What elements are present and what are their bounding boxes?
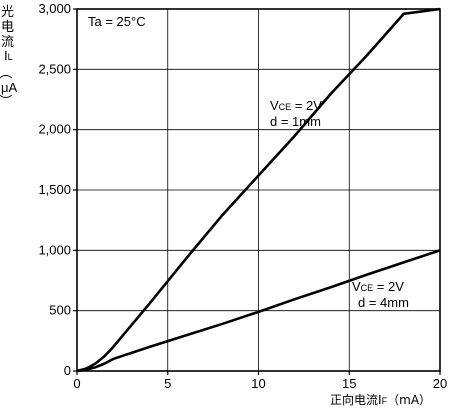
y-tick-label: 2,000 [38,122,71,137]
x-label-subscript: F [382,396,388,406]
svg-text:VCE = 2V: VCE = 2V [270,98,322,113]
y-tick-label: 1,500 [38,182,71,197]
y-label-char-3: 流 [1,35,14,50]
y-tick-label: 2,500 [38,61,71,76]
y-label-symbol: I [4,48,8,63]
x-tick-label: 15 [342,376,356,391]
x-label-main: 正向电流 [330,392,378,407]
series-1-label-v: V [270,98,279,113]
y-label-subscript: L [8,52,13,62]
x-tick-label: 20 [433,376,447,391]
series-2-label-sub: CE [361,283,374,293]
series-1-label-sub: CE [279,102,292,112]
series-1-label-line2: d = 1mm [270,114,321,129]
series-2-label-line2: d = 4mm [358,295,409,310]
condition-annotation: Ta = 25°C [88,14,146,29]
svg-text:IL: IL [4,48,13,63]
y-tick-label: 500 [49,303,71,318]
x-tick-label: 0 [73,376,80,391]
y-tick-label: 0 [64,363,71,378]
y-label-char-1: 光 [1,5,14,20]
series-2-label: VCE = 2V d = 4mm [352,279,409,310]
x-label-symbol: I [378,392,382,407]
ticks: 0 5 10 15 20 0 500 1,000 1,500 2,000 2,500 3,000 [38,1,447,391]
y-label-paren-open: （ [0,66,12,79]
y-label-paren-close: ） [0,94,12,107]
series-2-label-rest: = 2V [373,279,404,294]
y-tick-label: 1,000 [38,242,71,257]
series-line-2 [76,249,441,373]
series-2-label-v: V [352,279,361,294]
x-axis-label: 正向电流IF（mA） [330,392,431,407]
x-tick-label: 10 [251,376,265,391]
series-line-1 [76,7,441,373]
x-label-unit: （mA） [387,393,431,407]
y-label-unit: μA [1,80,17,95]
series-1-label: VCE = 2V d = 1mm [270,98,322,129]
y-axis-label: 光 电 流 IL （ μA ） [0,5,17,107]
y-label-char-2: 电 [1,20,14,35]
series-1-label-rest: = 2V [291,98,322,113]
x-tick-label: 5 [164,376,171,391]
y-tick-label: 3,000 [38,1,71,16]
grid [77,9,440,371]
series-lines [76,7,441,373]
svg-text:VCE = 2V: VCE = 2V [352,279,404,294]
